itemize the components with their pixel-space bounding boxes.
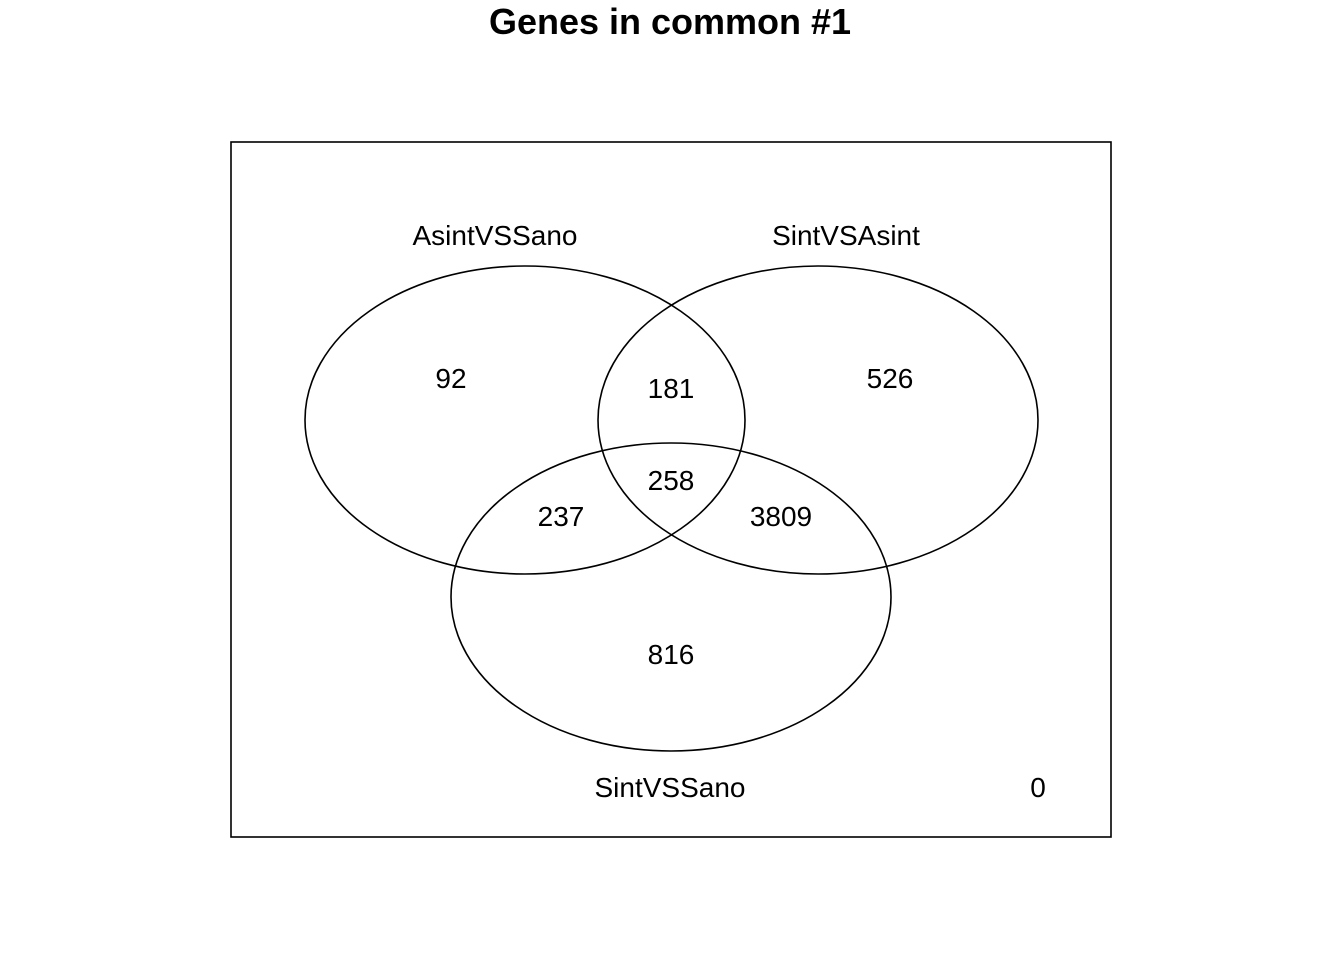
- region-count-a-b-c: 258: [648, 465, 695, 496]
- region-count-b-and-c: 3809: [750, 501, 812, 532]
- set-circle-asintvssano: [304, 265, 746, 575]
- set-circle-sintvsasint: [597, 265, 1039, 575]
- set-label-sintvssano: SintVSSano: [595, 772, 746, 803]
- region-count-a-and-c: 237: [538, 501, 585, 532]
- region-count-a-and-b: 181: [648, 373, 695, 404]
- region-count-c-only: 816: [648, 639, 695, 670]
- region-count-outside: 0: [1030, 772, 1046, 803]
- plot-frame: [230, 141, 1112, 838]
- set-label-asintvssano: AsintVSSano: [413, 220, 578, 251]
- region-count-a-only: 92: [435, 363, 466, 394]
- region-count-b-only: 526: [867, 363, 914, 394]
- set-circle-sintvssano: [450, 442, 892, 752]
- set-label-sintvsasint: SintVSAsint: [772, 220, 920, 251]
- chart-title: Genes in common #1: [489, 1, 851, 42]
